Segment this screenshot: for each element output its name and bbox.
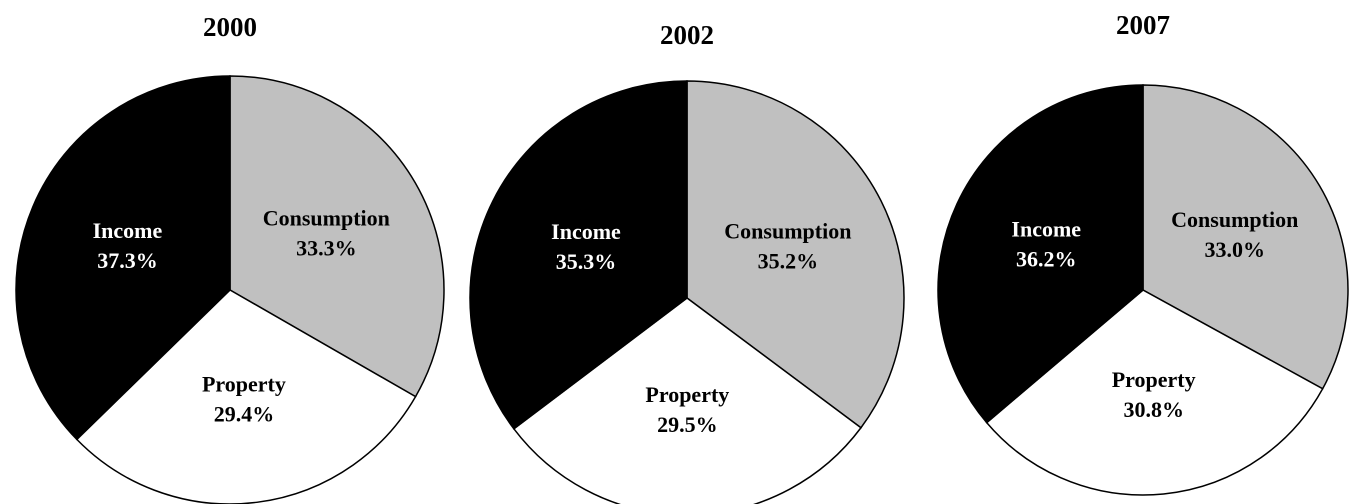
slice-value-label: 36.2%: [1016, 246, 1077, 271]
pie-slice: [937, 84, 1144, 424]
slice-value-label: 35.3%: [556, 249, 617, 274]
slice-value-label: 30.8%: [1123, 397, 1184, 422]
chart-title: 2000: [203, 12, 257, 42]
slice-value-label: 33.3%: [296, 235, 357, 260]
slice-value-label: 29.4%: [214, 401, 275, 426]
pie-slice: [985, 289, 1324, 496]
slice-category-label: Income: [93, 218, 163, 243]
pie-slice: [1142, 84, 1349, 390]
slice-category-label: Consumption: [1171, 207, 1298, 232]
slice-category-label: Consumption: [263, 205, 390, 230]
pie-slice: [15, 75, 231, 441]
slice-category-label: Consumption: [724, 218, 851, 243]
slice-value-label: 37.3%: [97, 248, 158, 273]
slice-value-label: 35.2%: [758, 248, 819, 273]
pie-slice: [686, 80, 905, 429]
pie-slice: [512, 297, 862, 504]
pie-slice: [229, 75, 445, 398]
chart-title: 2002: [660, 20, 714, 50]
slice-category-label: Property: [202, 371, 286, 396]
slice-category-label: Property: [645, 382, 729, 407]
slice-category-label: Income: [1011, 216, 1081, 241]
slice-category-label: Income: [551, 219, 621, 244]
pie-slice: [75, 289, 417, 504]
pie-slice: [469, 80, 688, 430]
slice-value-label: 29.5%: [657, 412, 718, 437]
slice-category-label: Property: [1112, 367, 1196, 392]
slice-value-label: 33.0%: [1205, 237, 1266, 262]
chart-title: 2007: [1116, 10, 1170, 40]
